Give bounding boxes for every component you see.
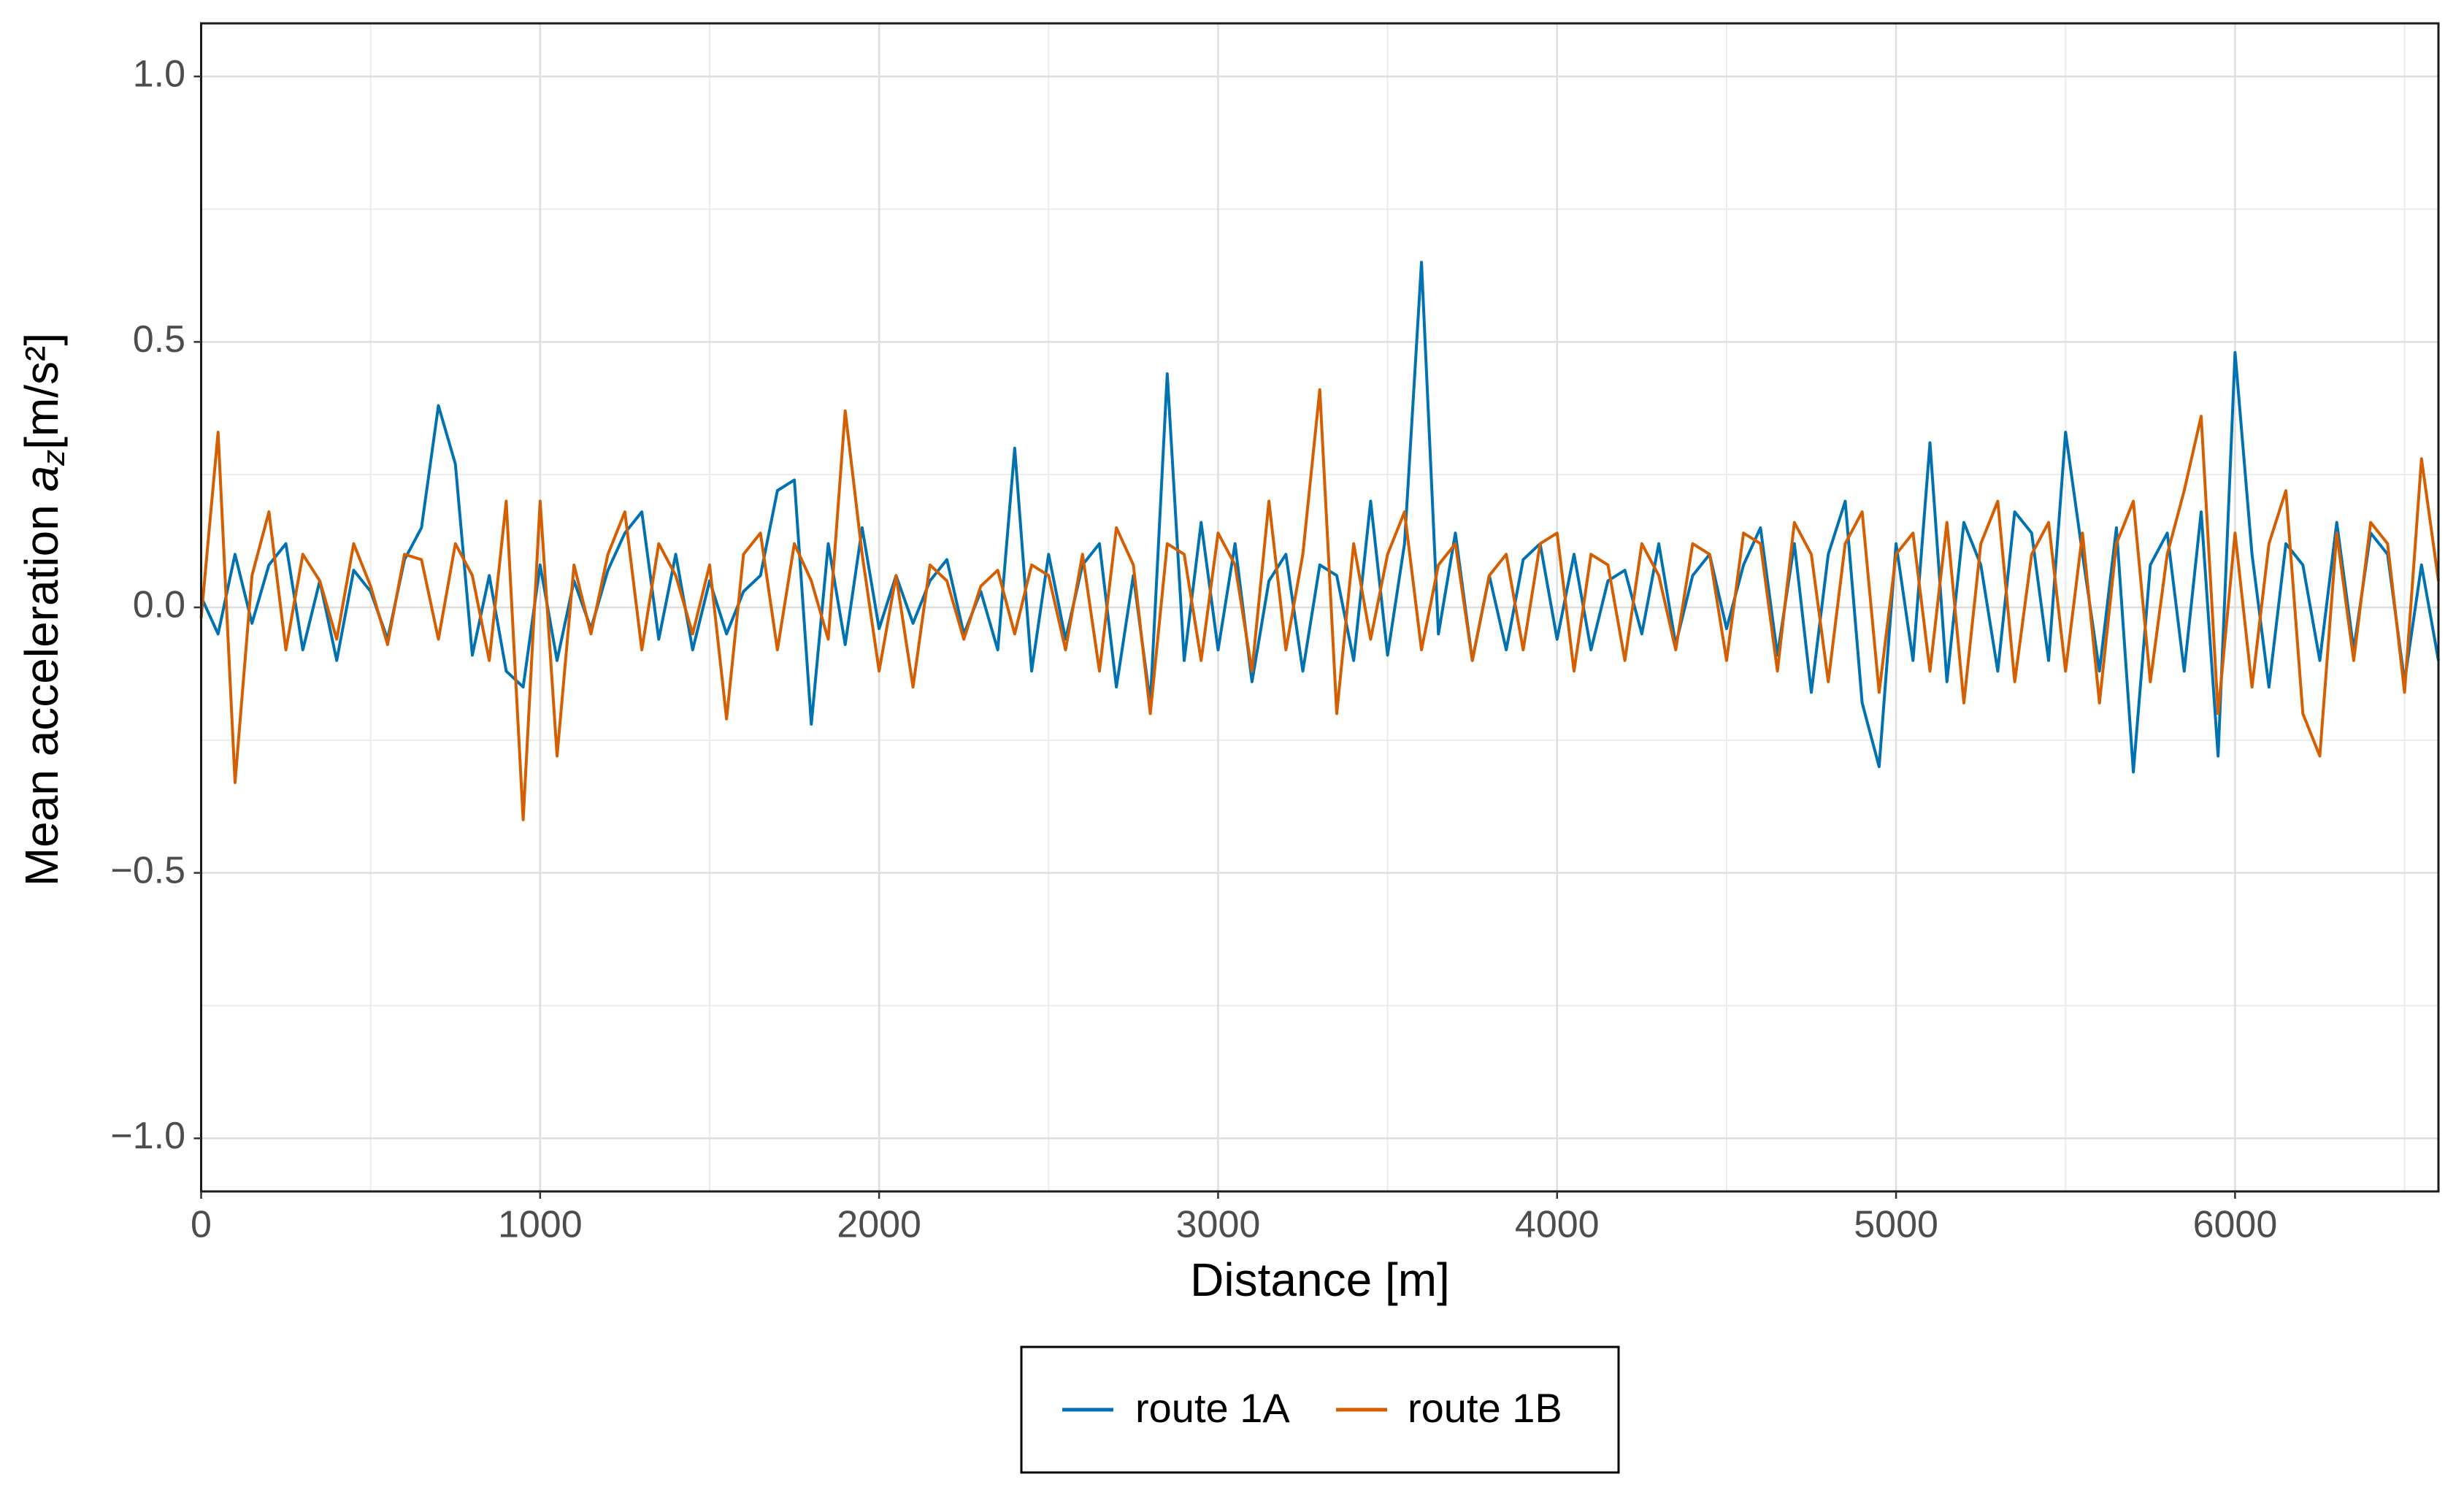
series-line (199, 261, 2440, 774)
y-axis-title: Mean acceleration az[m/s²] (15, 333, 72, 886)
x-tick-label: 1000 (498, 1204, 583, 1246)
y-title-symbol: a (15, 466, 68, 492)
legend-label: route 1B (1408, 1385, 1562, 1431)
grid (200, 23, 2438, 1191)
x-tick-label: 4000 (1515, 1204, 1600, 1246)
y-title-subscript: z (36, 450, 72, 466)
y-tick-label: 0.5 (133, 318, 185, 361)
y-title-text: Mean acceleration (15, 504, 68, 886)
legend-label: route 1A (1135, 1385, 1290, 1431)
series-line (199, 388, 2440, 821)
x-tick-label: 2000 (837, 1204, 921, 1246)
y-tick-label: −1.0 (110, 1115, 185, 1157)
x-tick-label: 5000 (1854, 1204, 1938, 1246)
y-title-unit: [m/s²] (15, 333, 68, 450)
x-tick-label: 0 (191, 1204, 212, 1246)
y-tick-label: 0.0 (133, 584, 185, 626)
lines (199, 261, 2440, 821)
x-tick-label: 6000 (2193, 1204, 2278, 1246)
x-tick-label: 3000 (1176, 1204, 1261, 1246)
x-axis-title: Distance [m] (1190, 1253, 1450, 1306)
y-tick-label: −0.5 (110, 849, 185, 891)
legend-box (1020, 1345, 1620, 1474)
legend: route 1A route 1B (1020, 1345, 1620, 1474)
y-tick-label: 1.0 (133, 53, 185, 95)
